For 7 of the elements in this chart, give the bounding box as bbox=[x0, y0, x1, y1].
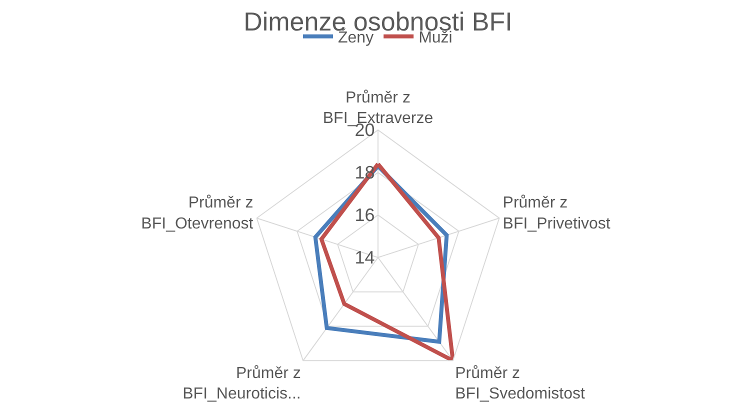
y-tick-label: 14 bbox=[354, 247, 375, 268]
y-tick-label: 16 bbox=[354, 204, 375, 225]
spoke-label: Průměr z BFI_Otevrenost bbox=[141, 194, 254, 232]
spoke-label: Průměr z BFI_Neuroticis... bbox=[182, 364, 301, 403]
legend-label: Muži bbox=[418, 30, 452, 47]
spoke-label: Průměr z BFI_Svedomistost bbox=[455, 364, 586, 403]
spoke-label: Průměr z BFI_Privetivost bbox=[502, 194, 611, 232]
